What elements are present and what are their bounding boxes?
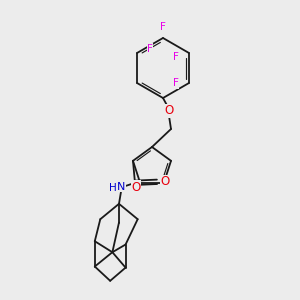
Text: F: F bbox=[173, 52, 179, 62]
Text: O: O bbox=[132, 181, 141, 194]
Text: H: H bbox=[109, 183, 117, 193]
Text: F: F bbox=[160, 22, 166, 32]
Text: O: O bbox=[160, 175, 169, 188]
Text: O: O bbox=[164, 104, 174, 118]
Text: F: F bbox=[173, 78, 179, 88]
Text: N: N bbox=[117, 182, 125, 192]
Text: F: F bbox=[147, 44, 153, 54]
